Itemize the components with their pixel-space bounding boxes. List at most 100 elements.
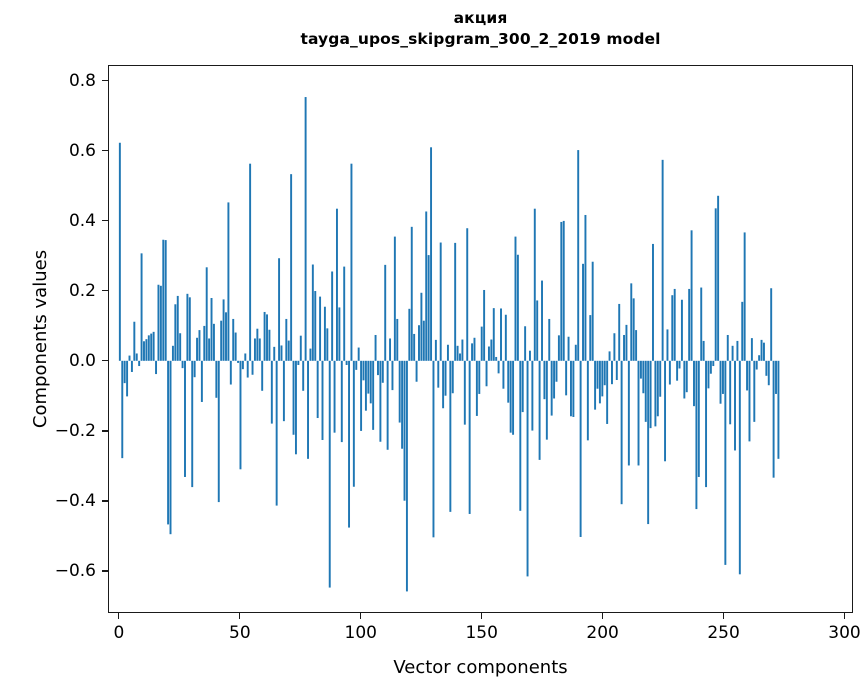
x-tick-mark [602,613,604,619]
bar [623,334,626,361]
bar [678,360,681,369]
bar [702,340,705,361]
bar [294,360,297,455]
bar [775,360,777,394]
bar [338,307,341,361]
bar [193,360,196,378]
bar [340,360,343,443]
bar [434,339,437,361]
bar [603,360,606,386]
bar [608,351,611,361]
bar [130,360,133,372]
bar [765,360,768,376]
bar [205,267,208,361]
y-tick-label: 0.8 [68,70,96,91]
bar [642,360,645,394]
bar [548,318,551,361]
bar [256,328,259,361]
bar [222,299,225,361]
bar [762,342,765,361]
bar [210,298,213,361]
bar [589,315,592,361]
bar [664,360,667,462]
bar [666,329,669,361]
bar [384,264,387,361]
bar [606,360,609,424]
bar [767,360,770,386]
bar [591,261,594,361]
bar [176,295,179,361]
bar [569,360,572,417]
bar [615,360,618,380]
bar [500,308,502,361]
chart-title-line-1: акция [453,9,508,27]
bar [126,360,129,397]
bar [396,318,399,361]
bar [302,360,305,391]
x-axis-label: Vector components [393,657,568,678]
bar [350,163,353,361]
bar [627,360,630,466]
bar [676,360,679,381]
bar [536,300,539,361]
bar [521,360,524,413]
bar [538,360,541,460]
bar [777,360,780,459]
x-tick-label: 100 [344,623,377,643]
bar [425,211,428,361]
bar [290,174,293,361]
bar [656,360,659,417]
bar [519,360,522,511]
bar [319,296,322,361]
bar [673,288,676,361]
bar [297,360,300,365]
y-tick-label: 0.4 [68,210,96,231]
bar [157,284,160,361]
y-tick-label: −0.6 [54,560,96,581]
bar [545,360,548,440]
bar [480,326,483,361]
bar [364,360,367,411]
bar [613,333,616,361]
bar [709,360,712,374]
bar [215,360,218,398]
bar [196,337,199,361]
bar [700,287,703,361]
bar [398,360,401,423]
bar [719,360,722,404]
bar [560,221,563,361]
bar [169,360,172,535]
bar [258,338,261,361]
bar [680,299,683,361]
bar [147,335,150,361]
bar [647,360,650,525]
bar [541,280,543,361]
bar [635,330,638,361]
bar [736,340,739,361]
bar [377,360,379,376]
bar [179,333,182,361]
bar [299,335,302,361]
bar [217,360,220,503]
bar [661,159,664,361]
bar [155,360,158,375]
bar [693,360,695,407]
bar [432,360,435,538]
bar [171,345,174,361]
bar [123,360,126,384]
bar [487,346,490,361]
bar [574,344,577,361]
bar [121,360,124,459]
bar [268,329,271,361]
bar [225,312,227,361]
bar [456,345,459,361]
bar [379,360,382,442]
plot-axes [108,65,853,613]
bar [316,360,319,419]
bar [174,304,177,361]
y-tick-label: 0.0 [68,350,96,371]
bar [273,346,276,361]
bar [251,360,254,375]
bar [451,360,454,394]
bar [237,360,240,363]
